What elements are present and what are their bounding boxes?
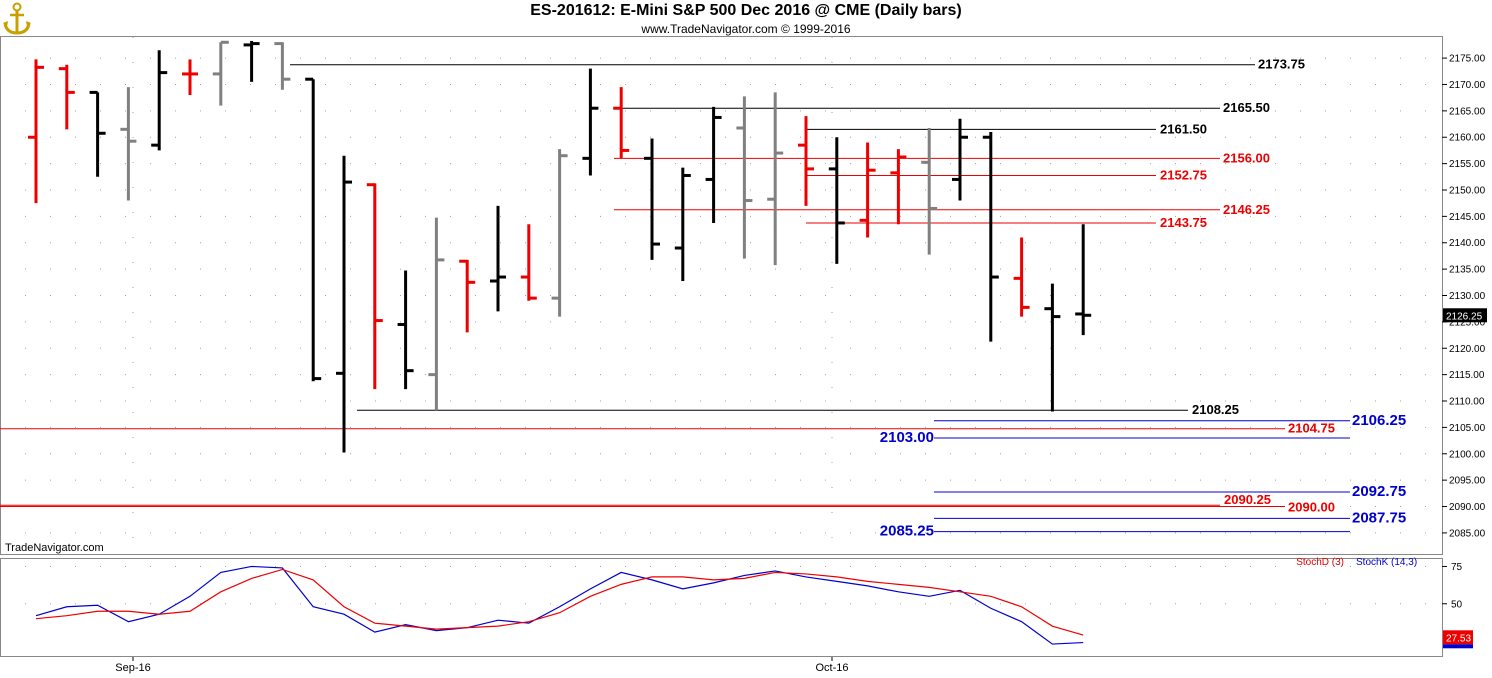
level-label: 2143.75 [1160,215,1207,230]
price-tick-label: 2140.00 [1449,238,1486,249]
level-label: 2085.25 [880,523,934,540]
stochastic-lines [35,565,1084,645]
level-lines: 2173.75 2165.50 2161.50 2156.00 2152.75 2146.… [0,57,1406,540]
price-tick-label: 2125.00 [1449,317,1486,328]
price-tick-label: 2110.00 [1449,397,1485,408]
price-tick-label: 2090.00 [1449,502,1486,513]
price-tick-label: 2105.00 [1449,423,1486,434]
price-tick-label: 2130.00 [1449,291,1486,302]
last-price-label: 2126.25 [1446,311,1483,322]
price-tick-label: 2135.00 [1449,265,1486,276]
price-tick-label: 2150.00 [1449,185,1486,196]
level-label: 2106.25 [1352,412,1406,429]
level-label: 2161.50 [1160,121,1207,136]
level-label: 2104.75 [1288,421,1335,436]
level-label: 2146.25 [1223,202,1270,217]
oscillator-panel-border [0,558,1443,657]
stochd-legend: StochD (3) [1296,557,1344,568]
price-tick-label: 2095.00 [1449,476,1486,487]
price-tick-label: 2165.00 [1449,106,1486,117]
price-bars [28,40,1092,453]
price-tick-label: 2175.00 [1449,54,1486,65]
price-tick-label: 2170.00 [1449,80,1486,91]
level-label: 2156.00 [1223,150,1270,165]
stoch-series-line [35,565,1084,645]
anchor-logo-icon [3,2,31,35]
level-label: 2108.25 [1192,402,1239,417]
osc-last-label: 27.53 [1446,633,1471,644]
level-label: 2090.25 [1224,492,1271,507]
level-label: 2165.50 [1223,100,1270,115]
stochk-legend: StochK (14,3) [1356,557,1417,568]
last-price-box [1443,308,1487,323]
level-label: 2087.75 [1352,509,1406,526]
watermark: TradeNavigator.com [5,542,104,554]
price-tick-label: 2155.00 [1449,159,1486,170]
price-tick-label: 2120.00 [1449,344,1486,355]
osc-last-box [1443,630,1473,645]
price-tick-label: 2145.00 [1449,212,1486,223]
osc-tick-label: 75 [1451,562,1463,573]
price-tick-label: 2085.00 [1449,528,1486,539]
date-label-oct: Oct-16 [815,662,848,674]
level-label: 2103.00 [880,429,934,446]
level-label: 2173.75 [1258,57,1305,72]
date-label-sep: Sep-16 [115,662,150,674]
price-tick-label: 2100.00 [1449,449,1486,460]
price-tick-label: 2115.00 [1449,370,1485,381]
stoch-series-line [35,568,1084,636]
level-label: 2092.75 [1352,483,1406,500]
osc-tick-label: 50 [1451,599,1463,610]
price-tick-label: 2160.00 [1449,133,1486,144]
level-label: 2090.00 [1288,500,1335,515]
chart-subtitle: www.TradeNavigator.com © 1999-2016 [641,22,851,36]
axes: 2175.00 2170.00 2165.00 2160.00 2155.00 2150.… [132,54,1487,661]
osc-last-box-blue [1443,644,1473,649]
chart-title: ES-201612: E-Mini S&P 500 Dec 2016 @ CME… [530,2,962,19]
level-label: 2152.75 [1160,167,1207,182]
